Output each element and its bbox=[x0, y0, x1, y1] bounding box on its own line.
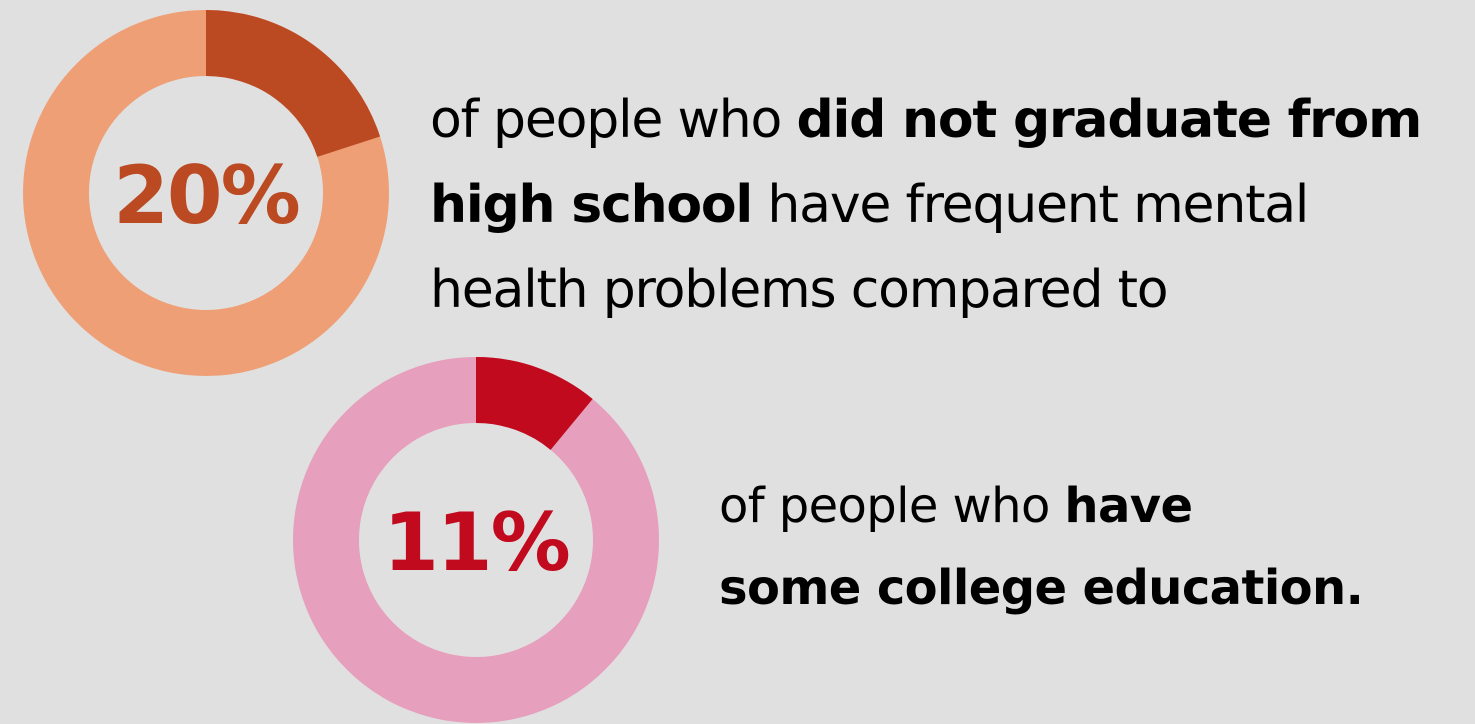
caption-text: health problems compared to bbox=[430, 260, 1169, 320]
caption-text: of people who bbox=[719, 478, 1065, 534]
caption-text: of people who bbox=[430, 90, 797, 150]
caption-emphasis: did not graduate from bbox=[796, 90, 1422, 150]
caption-emphasis: some college education. bbox=[719, 560, 1364, 616]
donut-center-label: 11% bbox=[383, 496, 568, 589]
caption-emphasis: high school bbox=[430, 175, 753, 235]
caption-emphasis: have bbox=[1064, 478, 1193, 534]
caption-some-college: of people who have some college education… bbox=[719, 465, 1364, 629]
donut-value-arc bbox=[205, 10, 381, 158]
donut-center-label: 20% bbox=[113, 149, 298, 242]
donut-chart-no-high-school: 20% bbox=[23, 10, 389, 376]
caption-text: have frequent mental bbox=[752, 175, 1309, 235]
donut-value-arc bbox=[475, 357, 593, 451]
caption-no-high-school: of people who did not graduate from high … bbox=[430, 78, 1422, 333]
donut-chart-some-college: 11% bbox=[293, 357, 659, 723]
